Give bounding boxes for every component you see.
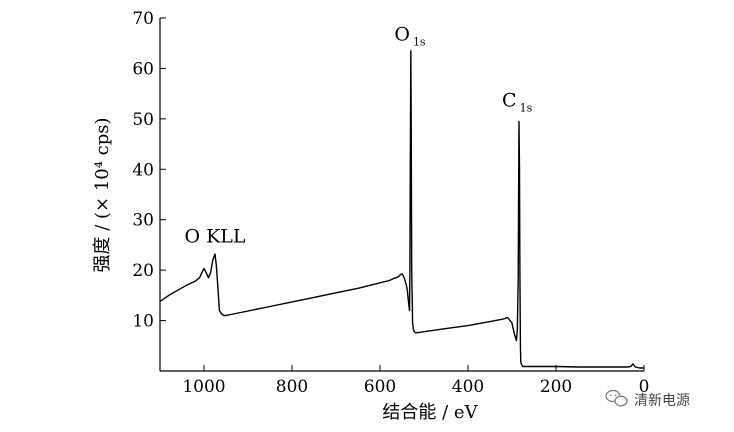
x-tick-label: 1000 [182, 377, 225, 397]
annotation-o1s-sub: 1s [413, 36, 426, 49]
y-axis-title: 强度 / (× 10⁴ cps) [92, 117, 113, 272]
y-tick-label: 50 [132, 110, 154, 130]
axes [159, 18, 644, 372]
watermark-text: 清新电源 [634, 393, 690, 409]
x-tick-label: 400 [452, 377, 484, 397]
y-tick-label: 70 [132, 9, 154, 29]
annotation-c1s-label: C [502, 89, 517, 111]
x-tick-label: 600 [364, 377, 396, 397]
x-tick-label: 0 [639, 377, 650, 397]
annotation-c1s-sub: 1s [520, 101, 533, 114]
x-axis-title: 结合能 / eV [382, 402, 478, 423]
annotation-c1s: C 1s [502, 89, 533, 114]
y-ticks: 10 20 30 40 50 60 70 [132, 9, 166, 332]
y-tick-label: 20 [132, 261, 154, 281]
annotation-o1s-label: O [394, 24, 410, 46]
x-ticks: 1000 800 600 400 200 0 [182, 365, 649, 397]
watermark: 清新电源 [605, 389, 690, 409]
spectrum-series-line [159, 50, 644, 369]
wechat-icon [605, 389, 628, 407]
y-tick-label: 10 [132, 312, 154, 332]
x-tick-label: 800 [276, 377, 308, 397]
y-tick-label: 40 [132, 160, 154, 180]
annotation-o1s: O 1s [394, 24, 426, 49]
y-tick-label: 30 [132, 211, 154, 231]
y-tick-label: 60 [132, 59, 154, 79]
x-tick-label: 200 [540, 377, 572, 397]
annotation-o-kll: O KLL [184, 225, 245, 247]
